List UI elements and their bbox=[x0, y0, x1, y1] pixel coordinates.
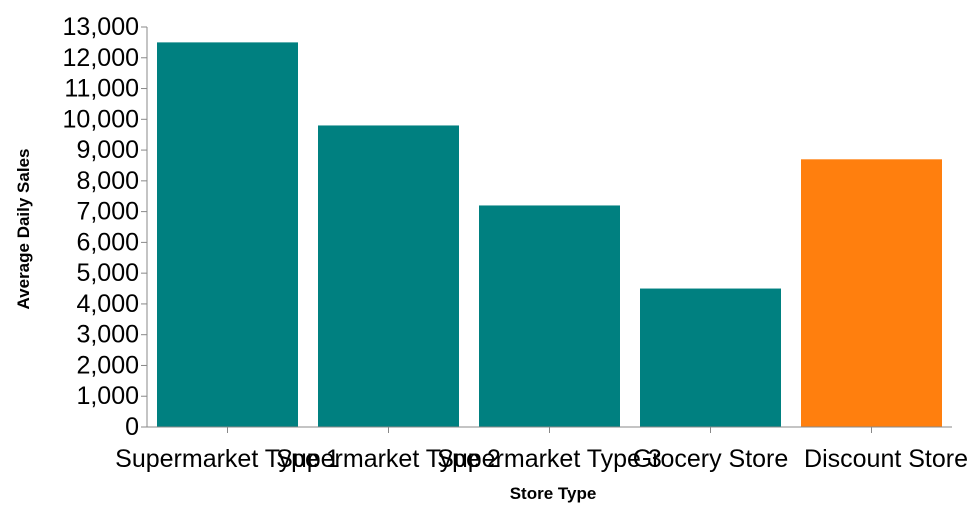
y-tick-label: 11,000 bbox=[64, 75, 139, 103]
x-tick-label: Grocery Store bbox=[633, 445, 789, 473]
y-tick-label: 2,000 bbox=[76, 351, 139, 379]
x-axis-title: Store Type bbox=[510, 484, 597, 503]
y-axis-title: Average Daily Sales bbox=[14, 149, 33, 310]
y-tick-label: 9,000 bbox=[76, 136, 139, 164]
y-tick-label: 12,000 bbox=[63, 44, 139, 72]
bar-4 bbox=[640, 288, 781, 427]
y-tick-label: 7,000 bbox=[76, 198, 139, 226]
y-tick-label: 13,000 bbox=[63, 13, 139, 41]
x-tick-label: Supermarket Type 2 bbox=[276, 445, 501, 473]
x-tick-label: Supermarket Type 1 bbox=[115, 445, 340, 473]
bar-2 bbox=[318, 125, 459, 428]
y-tick-label: 8,000 bbox=[76, 167, 139, 195]
x-tick-label: Discount Store bbox=[804, 445, 968, 473]
bar-5 bbox=[801, 159, 942, 427]
bar-1 bbox=[157, 42, 298, 427]
y-tick-label: 6,000 bbox=[76, 228, 139, 256]
y-tick-label: 1,000 bbox=[76, 382, 139, 410]
y-tick-label: 3,000 bbox=[76, 321, 139, 349]
bars-group bbox=[157, 42, 942, 428]
y-tick-label: 0 bbox=[125, 413, 139, 441]
x-tick-label: Supermarket Type 3 bbox=[437, 445, 662, 473]
y-tick-label: 4,000 bbox=[76, 290, 139, 318]
y-tick-label: 10,000 bbox=[63, 105, 139, 133]
bar-3 bbox=[479, 205, 620, 427]
y-tick-label: 5,000 bbox=[76, 259, 139, 287]
